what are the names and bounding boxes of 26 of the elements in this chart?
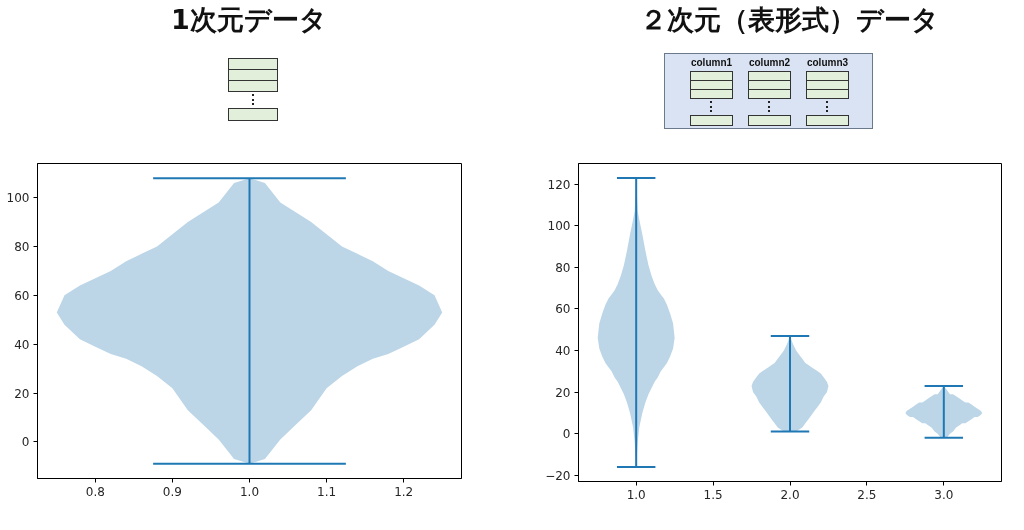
y-tick-label: 100 — [6, 191, 30, 206]
y-tick-label: 40 — [555, 344, 571, 359]
y-tick-label: 80 — [14, 240, 30, 255]
chart-title: 1次元データ — [170, 3, 328, 37]
y-tick-label: 0 — [562, 427, 571, 442]
y-tick-label: 20 — [14, 386, 30, 401]
x-tick-label: 0.9 — [162, 484, 182, 499]
y-tick-label: 80 — [555, 260, 571, 275]
x-tick-label: 1.0 — [239, 484, 260, 499]
x-tick-label: 0.8 — [85, 484, 105, 499]
x-tick-label: 1.0 — [626, 487, 646, 502]
y-tick-label: 60 — [555, 302, 571, 317]
y-tick-label: 20 — [555, 385, 571, 400]
y-tick-label: 120 — [547, 177, 571, 192]
y-tick-label: 40 — [14, 337, 30, 352]
x-tick-label: 2.5 — [857, 487, 877, 502]
chart-title: ２次元（表形式）データ — [639, 3, 940, 37]
y-tick-label: −20 — [545, 468, 571, 483]
x-tick-label: 2.0 — [780, 487, 800, 502]
y-tick-label: 0 — [21, 435, 30, 450]
y-tick-label: 60 — [14, 288, 30, 303]
y-tick-label: 100 — [547, 219, 571, 234]
x-tick-label: 1.2 — [394, 484, 414, 499]
x-tick-label: 1.1 — [317, 484, 337, 499]
x-tick-label: 1.5 — [703, 487, 723, 502]
x-tick-label: 3.0 — [934, 487, 954, 502]
